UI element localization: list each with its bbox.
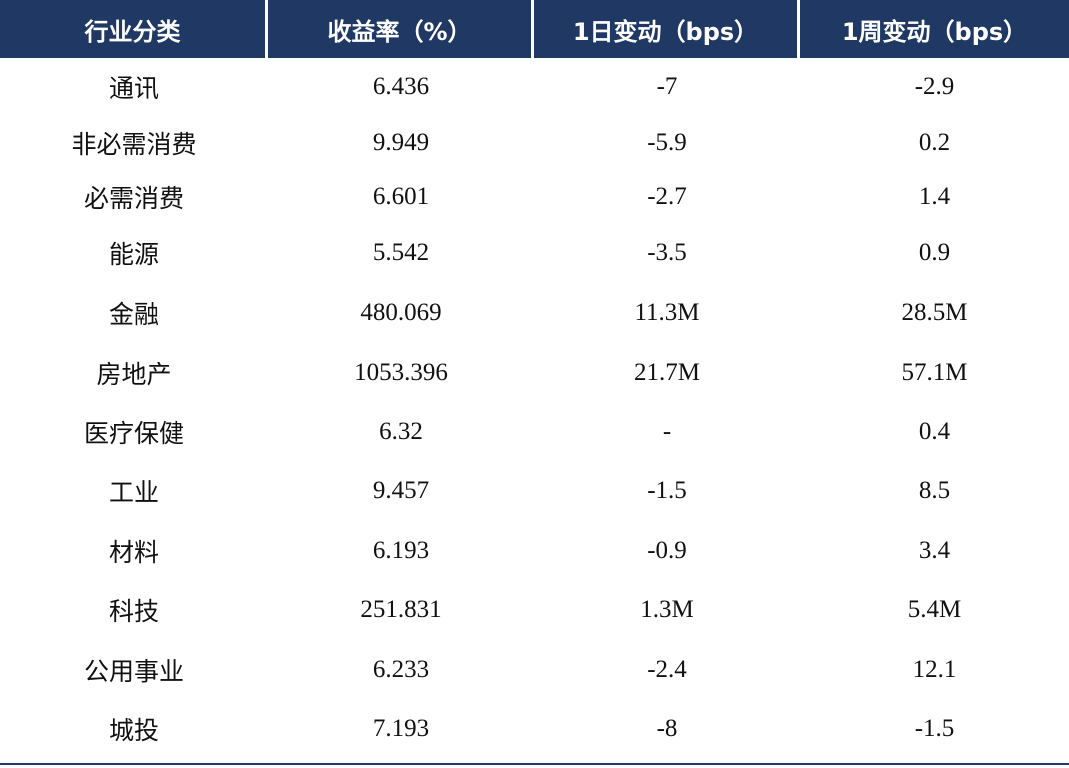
yield-cell: 9.457 [372, 477, 430, 504]
sector-cell: 房地产 [96, 359, 172, 389]
sector-cell: 能源 [108, 240, 159, 269]
change-1w-cell: 3.4 [918, 536, 951, 564]
change-1d-cell: 11.3M [634, 299, 700, 326]
table-row: 通讯 6.436 -7 -2.9 [0, 58, 1069, 116]
change-1w-cell: 28.5M [901, 299, 968, 326]
change-1w-cell: 5.4M [907, 596, 962, 623]
change-1w-cell: -1.5 [914, 715, 955, 742]
table-row: 公用事业 6.233 -2.4 12.1 [0, 640, 1069, 700]
sector-cell: 医疗保健 [83, 418, 184, 448]
sector-cell: 科技 [108, 597, 159, 626]
table-row: 科技 251.831 1.3M 5.4M [0, 580, 1069, 640]
sector-cell: 必需消费 [83, 183, 184, 213]
change-1w-cell: -2.9 [914, 73, 955, 100]
change-1w-cell: 1.4 [918, 182, 951, 210]
change-1w-cell: 12.1 [912, 656, 957, 683]
yield-cell: 9.949 [372, 129, 430, 156]
table-row: 必需消费 6.601 -2.7 1.4 [0, 170, 1069, 223]
yield-cell: 6.233 [372, 656, 430, 683]
yield-cell: 251.831 [360, 596, 442, 623]
change-1w-cell: 0.9 [918, 239, 951, 266]
header-1w-change: 1周变动（bps） [800, 0, 1069, 58]
sector-cell: 非必需消费 [71, 130, 197, 159]
sector-cell: 公用事业 [83, 657, 184, 686]
yield-cell: 6.193 [372, 536, 430, 564]
table-body: 通讯 6.436 -7 -2.9 非必需消费 9.949 -5.9 0.2 必需消费 6.601 -… [0, 58, 1069, 758]
change-1w-cell: 57.1M [901, 358, 968, 386]
yield-cell: 480.069 [360, 299, 442, 326]
change-1d-cell: -3.5 [647, 239, 687, 266]
change-1d-cell: 21.7M [634, 358, 700, 386]
change-1d-cell: - [662, 417, 672, 445]
table-header: 行业分类 收益率（%） 1日变动（bps） 1周变动（bps） [0, 0, 1069, 58]
change-1d-cell: -7 [656, 73, 678, 100]
header-yield: 收益率（%） [268, 0, 534, 58]
change-1w-cell: 8.5 [918, 477, 951, 504]
yield-cell: 6.436 [372, 73, 430, 100]
yield-cell: 7.193 [372, 715, 430, 742]
change-1d-cell: -1.5 [647, 477, 687, 504]
yield-cell: 1053.396 [354, 358, 448, 386]
yield-cell: 6.32 [379, 417, 423, 445]
change-1d-cell: -0.9 [647, 536, 687, 564]
change-1d-cell: 1.3M [640, 596, 694, 623]
table-row: 金融 480.069 11.3M 28.5M [0, 283, 1069, 343]
change-1d-cell: -2.4 [647, 656, 687, 683]
table-row: 能源 5.542 -3.5 0.9 [0, 223, 1069, 283]
change-1d-cell: -2.7 [647, 182, 687, 210]
table-row: 工业 9.457 -1.5 8.5 [0, 461, 1069, 521]
header-sector: 行业分类 [0, 0, 268, 58]
bottom-rule [0, 763, 1069, 765]
table-row: 医疗保健 6.32 - 0.4 [0, 402, 1069, 461]
change-1d-cell: -8 [656, 715, 678, 742]
change-1w-cell: 0.2 [918, 129, 951, 156]
sector-cell: 工业 [108, 478, 159, 507]
sector-cell: 材料 [108, 537, 159, 567]
sector-cell: 城投 [108, 716, 159, 745]
sector-cell: 金融 [108, 300, 159, 329]
change-1d-cell: -5.9 [647, 129, 687, 156]
table-row: 城投 7.193 -8 -1.5 [0, 700, 1069, 758]
table-row: 材料 6.193 -0.9 3.4 [0, 521, 1069, 580]
table-row: 房地产 1053.396 21.7M 57.1M [0, 343, 1069, 402]
yield-cell: 6.601 [372, 182, 430, 210]
sector-cell: 通讯 [108, 74, 159, 103]
table-row: 非必需消费 9.949 -5.9 0.2 [0, 116, 1069, 170]
yield-cell: 5.542 [372, 239, 430, 266]
header-1d-change: 1日变动（bps） [534, 0, 800, 58]
change-1w-cell: 0.4 [918, 417, 951, 445]
